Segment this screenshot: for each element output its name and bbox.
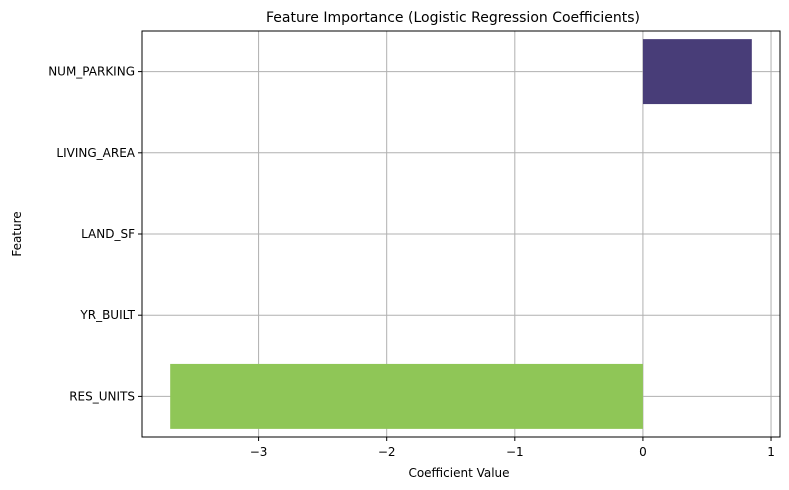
- x-axis-ticks: −3 −2 −1 0 1: [250, 437, 775, 459]
- bars: [170, 39, 752, 429]
- bar-res-units: [170, 363, 643, 429]
- x-axis-label: Coefficient Value: [408, 466, 509, 480]
- chart-title: Feature Importance (Logistic Regression …: [266, 10, 640, 26]
- x-tick-label: −2: [378, 445, 396, 459]
- x-tick-label: −1: [506, 445, 524, 459]
- y-tick-label: NUM_PARKING: [48, 65, 135, 79]
- y-axis-ticks: NUM_PARKING LIVING_AREA LAND_SF YR_BUILT RES…: [48, 65, 142, 403]
- x-tick-label: 0: [639, 445, 647, 459]
- x-tick-label: −3: [250, 445, 268, 459]
- bar-num-parking: [642, 39, 752, 105]
- y-axis-label: Feature: [10, 211, 24, 256]
- x-tick-label: 1: [767, 445, 775, 459]
- y-tick-label: YR_BUILT: [79, 308, 135, 322]
- y-tick-label: LIVING_AREA: [56, 146, 135, 160]
- y-tick-label: LAND_SF: [81, 227, 135, 241]
- y-tick-label: RES_UNITS: [69, 389, 135, 403]
